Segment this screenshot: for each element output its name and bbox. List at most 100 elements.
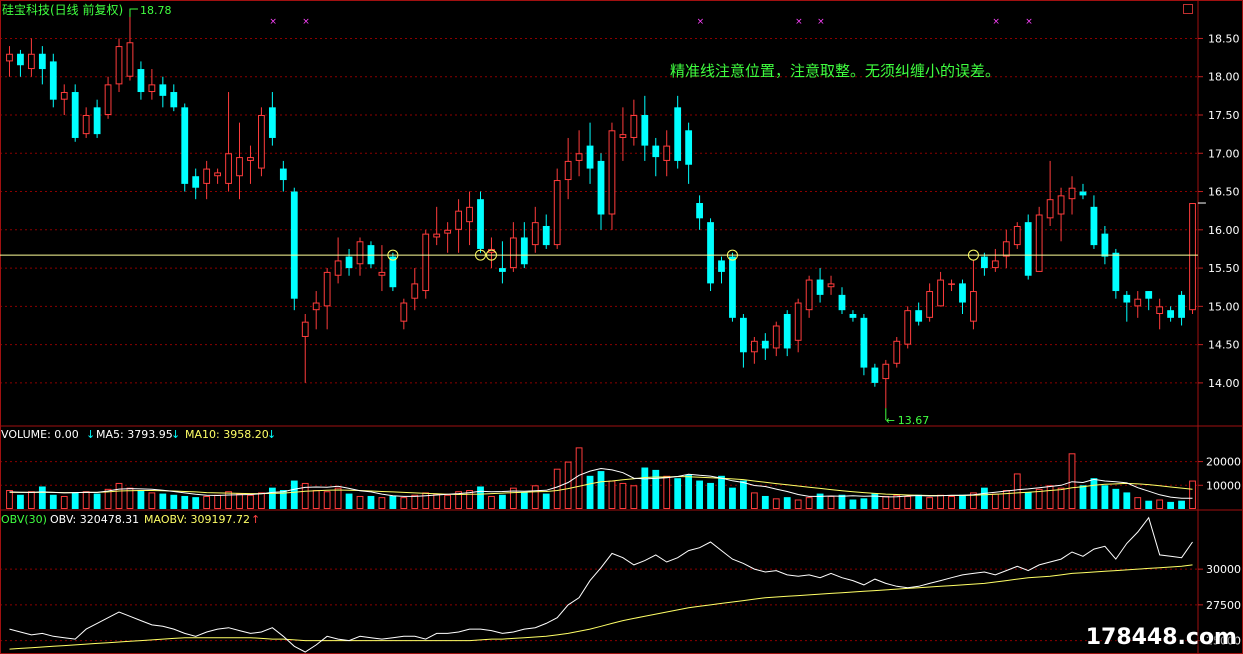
candle bbox=[455, 199, 462, 253]
candle bbox=[126, 17, 134, 81]
candle-body bbox=[225, 153, 232, 184]
annotation-text: 精准线注意位置，注意取整。无须纠缠小的误差。 bbox=[670, 62, 1000, 80]
ma10-value-label: MA10: 3958.20 bbox=[185, 428, 269, 441]
volume-bar bbox=[203, 495, 211, 509]
candle-body bbox=[181, 107, 189, 184]
volume-bar bbox=[608, 480, 616, 509]
price-axis: 18.50 18.00 17.50 17.00 16.50 16.00 15.50 15.00… bbox=[1198, 32, 1241, 648]
candle bbox=[1156, 298, 1164, 330]
signal-x-marker: × bbox=[1025, 17, 1033, 27]
volume-bar bbox=[761, 495, 769, 509]
candle bbox=[509, 222, 517, 272]
volume-bar bbox=[60, 495, 68, 509]
candle-body bbox=[1068, 187, 1076, 200]
candle-body bbox=[455, 210, 462, 230]
candle bbox=[740, 314, 747, 368]
candle bbox=[137, 61, 145, 100]
candle bbox=[279, 160, 287, 192]
candle bbox=[170, 84, 178, 112]
volume-bar bbox=[652, 469, 660, 509]
candle bbox=[27, 38, 35, 77]
candle-body bbox=[1002, 241, 1010, 257]
candle bbox=[674, 95, 682, 169]
price-tick-label: 18.50 bbox=[1208, 32, 1240, 45]
high-price-label: 18.78 bbox=[140, 4, 172, 17]
volume-bar bbox=[214, 494, 222, 509]
candle-body bbox=[236, 157, 243, 177]
candle-body bbox=[871, 367, 879, 383]
volume-bar bbox=[1189, 480, 1196, 509]
support-touch-marker bbox=[485, 249, 497, 261]
volume-bar bbox=[104, 488, 112, 509]
candle-body bbox=[937, 279, 944, 307]
candle bbox=[729, 252, 736, 322]
candle bbox=[1145, 291, 1153, 311]
candle-body bbox=[258, 114, 265, 169]
candle bbox=[115, 38, 123, 93]
support-touch-marker bbox=[967, 249, 979, 261]
candle-body bbox=[1101, 233, 1109, 257]
volume-bar bbox=[794, 499, 802, 510]
candle-body bbox=[38, 53, 46, 70]
candle-body bbox=[1013, 225, 1021, 246]
candle bbox=[871, 363, 879, 387]
volume-bar bbox=[247, 494, 254, 509]
volume-bar bbox=[948, 495, 955, 509]
candle-body bbox=[893, 340, 901, 364]
candle-body bbox=[849, 314, 857, 318]
volume-bar bbox=[509, 487, 517, 509]
volume-bars-layer[interactable] bbox=[6, 447, 1196, 510]
price-tick-label: 18.00 bbox=[1208, 71, 1240, 84]
volume-bar bbox=[663, 475, 671, 510]
candle bbox=[411, 268, 419, 311]
candle bbox=[1189, 203, 1196, 315]
candle bbox=[93, 99, 101, 138]
candle bbox=[718, 256, 725, 284]
candle bbox=[991, 248, 999, 272]
candle bbox=[71, 84, 79, 142]
volume-bar bbox=[82, 491, 90, 510]
candle bbox=[301, 314, 309, 383]
volume-bar bbox=[750, 492, 758, 510]
volume-bar bbox=[258, 492, 265, 510]
candle bbox=[586, 122, 594, 184]
candle-body bbox=[915, 310, 923, 322]
candle bbox=[937, 271, 944, 307]
candle-body bbox=[1112, 252, 1120, 292]
volume-bar bbox=[323, 491, 331, 510]
candle-body bbox=[531, 222, 539, 246]
candle bbox=[696, 195, 703, 230]
candle bbox=[531, 206, 539, 253]
candle bbox=[761, 333, 769, 360]
candle-body bbox=[247, 157, 254, 161]
volume-bar bbox=[520, 492, 528, 509]
candle bbox=[378, 245, 386, 292]
candle-body bbox=[27, 53, 35, 70]
candle bbox=[312, 291, 320, 330]
volume-bar bbox=[805, 497, 813, 510]
candle bbox=[860, 314, 868, 376]
candle bbox=[466, 191, 473, 246]
candle-body bbox=[542, 225, 550, 246]
candle bbox=[38, 46, 46, 85]
candle-body bbox=[663, 145, 671, 161]
candle-body bbox=[323, 271, 331, 307]
arrow-left-icon: ← bbox=[886, 414, 895, 427]
candle bbox=[400, 298, 408, 330]
candle bbox=[630, 99, 638, 146]
candle bbox=[356, 237, 364, 276]
candle bbox=[827, 275, 835, 295]
candle-body bbox=[1046, 199, 1054, 219]
volume-tick-label: 20000 bbox=[1206, 456, 1241, 469]
candle bbox=[652, 137, 660, 177]
candlestick-layer[interactable] bbox=[6, 17, 1196, 409]
candle bbox=[1123, 291, 1131, 322]
candle-body bbox=[652, 145, 660, 158]
price-tick-label: 14.00 bbox=[1208, 377, 1240, 390]
volume-bar bbox=[1134, 497, 1142, 510]
price-tick-label: 14.50 bbox=[1208, 339, 1240, 352]
high-marker-leader bbox=[129, 8, 138, 18]
window-box-icon[interactable] bbox=[1183, 4, 1193, 14]
candle bbox=[772, 321, 780, 357]
